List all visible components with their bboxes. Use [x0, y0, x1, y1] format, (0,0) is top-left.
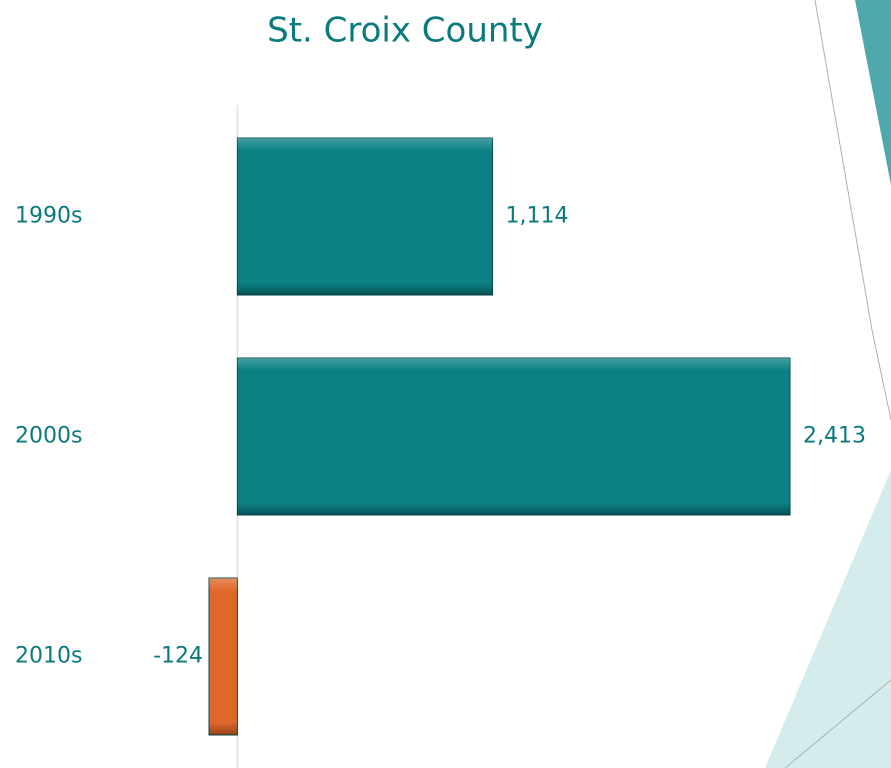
value-label: 1,114 — [506, 204, 569, 229]
background-decoration — [765, 0, 891, 768]
corner-shape — [765, 470, 891, 768]
value-label: -124 — [153, 644, 203, 669]
category-label: 2010s — [15, 644, 82, 669]
category-label: 1990s — [15, 204, 82, 229]
category-label: 2000s — [15, 424, 82, 449]
bar — [208, 577, 238, 736]
bar — [236, 137, 494, 296]
deco-line — [784, 679, 891, 768]
bar — [236, 357, 791, 516]
chart-title: St. Croix County — [267, 11, 543, 51]
deco-line — [871, 329, 891, 421]
value-label: 2,413 — [803, 424, 866, 449]
corner-shape — [855, 0, 891, 185]
deco-line — [814, 0, 873, 331]
